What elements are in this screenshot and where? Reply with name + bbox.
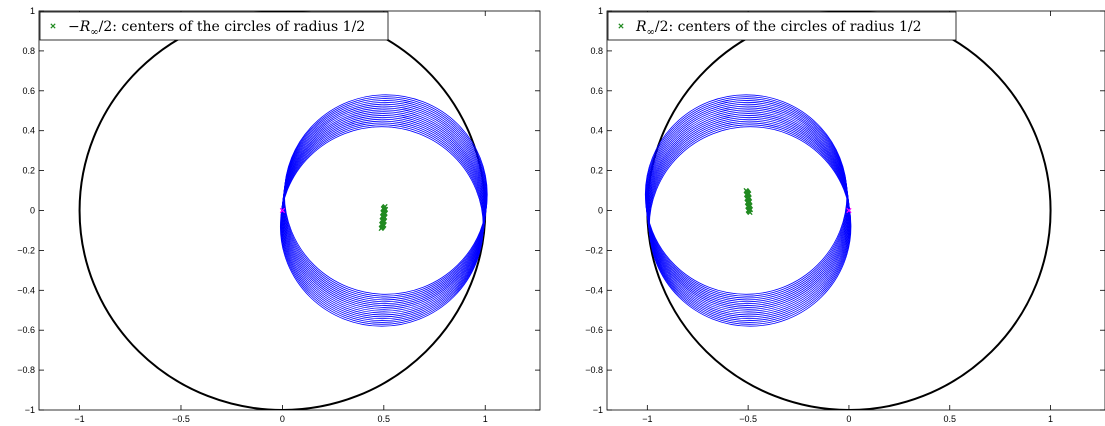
y-tick-label: −1 [25,405,35,415]
y-tick-label: 0 [598,206,603,216]
origin-marker [279,207,286,214]
y-tick-label: 0.2 [22,166,35,176]
y-tick-label: 0.8 [22,46,35,56]
x-tick-label: 1 [1048,414,1053,424]
x-tick-label: −0.5 [172,414,190,424]
plot-content [644,11,1052,410]
left-plot: −1 −0.5 0 0.5 1−1−0.8−0.6−0.4−0.200.20.40.60… [17,6,541,424]
y-tick-label: −1 [593,405,603,415]
legend-prefix: − [68,19,80,35]
y-tick-label: −0.8 [17,365,35,375]
x-tick-label: −1 [642,414,652,424]
y-tick-label: 0.6 [590,86,603,96]
x-tick-label: 0 [846,414,851,424]
legend-rest: /2: centers of the circles of radius 1/2 [99,19,366,35]
legend-marker [618,23,624,29]
radius-half-circle [284,94,488,295]
y-tick-label: −0.8 [585,365,603,375]
y-tick-label: −0.2 [585,245,603,255]
origin-marker [846,207,852,214]
legend-box [39,11,389,41]
plot-content [78,11,488,410]
y-tick-label: −0.4 [585,285,603,295]
legend-marker [50,23,56,29]
axes-frame [606,10,1105,411]
y-tick-label: −0.4 [17,285,35,295]
right-plot: −1 −0.5 0 0.5 1 −1 −0.8 −0.6 −0.4 −0.2 0 0.2 0.4 0.6 0… [585,6,1105,424]
y-tick-label: 0.2 [590,166,603,176]
legend-symbol: R [635,19,647,35]
x-tick-label: 0 [280,414,285,424]
x-tick-label: −0.5 [739,414,757,424]
y-tick-label: 0.4 [22,126,35,136]
legend-subscript: ∞ [90,27,98,38]
radius-half-circle [648,126,852,327]
center-marker [382,203,388,210]
y-tick-label: 0.8 [590,46,603,56]
legend-label: −R∞/2: centers of the circles of radius … [68,19,365,38]
y-tick-label: 0.6 [22,86,35,96]
center-marker [747,209,753,216]
x-tick-label: −1 [74,414,84,424]
legend-rest: /2: centers of the circles of radius 1/2 [655,19,922,35]
y-tick-label: 1 [598,6,603,16]
axes-frame [38,10,541,411]
x-tick-label: 0.5 [943,414,956,424]
legend-label: R∞/2: centers of the circles of radius 1… [635,19,921,38]
legend-subscript: ∞ [647,27,655,38]
x-tick-label: 0.5 [378,414,391,424]
x-tick-label: 1 [483,414,488,424]
legend-box [607,11,957,41]
y-tick-label: −0.6 [585,325,603,335]
y-tick-label: 1 [30,6,35,16]
legend-symbol: R [79,19,91,35]
y-tick-label: −0.2 [17,245,35,255]
y-tick-label: 0 [30,206,35,216]
y-tick-label: 0.4 [590,126,603,136]
y-tick-label: −0.6 [17,325,35,335]
